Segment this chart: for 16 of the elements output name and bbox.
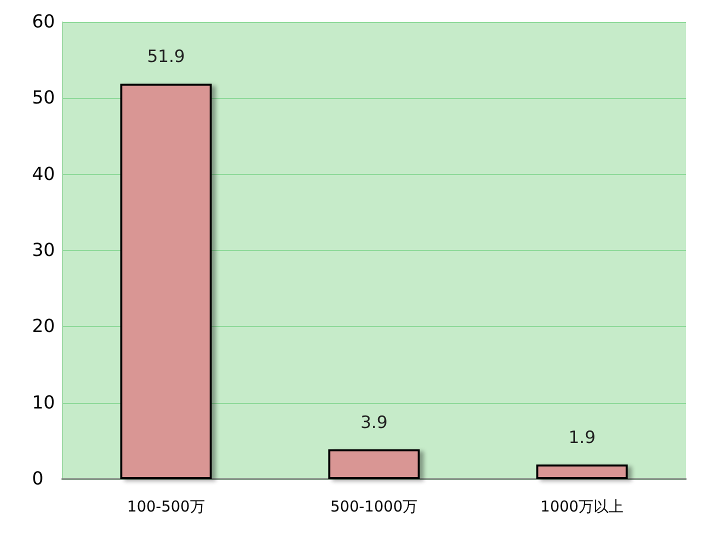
y-tick-label: 0 [32, 468, 44, 490]
data-label: 1.9 [568, 428, 596, 448]
data-label: 51.9 [147, 47, 185, 68]
y-tick-label: 40 [32, 164, 55, 185]
x-tick-label: 1000万以上 [540, 498, 624, 516]
y-tick-label: 60 [32, 12, 55, 32]
y-tick-label: 30 [32, 240, 55, 261]
x-tick-label: 100-500万 [127, 498, 205, 516]
bar [328, 449, 420, 479]
y-tick-label: 50 [32, 88, 55, 109]
x-tick-label: 500-1000万 [330, 498, 418, 516]
y-tick-label: 20 [32, 316, 55, 338]
y-tick-label: 10 [32, 392, 55, 414]
bar [536, 464, 628, 479]
bar [120, 84, 212, 479]
data-label: 3.9 [360, 412, 388, 433]
